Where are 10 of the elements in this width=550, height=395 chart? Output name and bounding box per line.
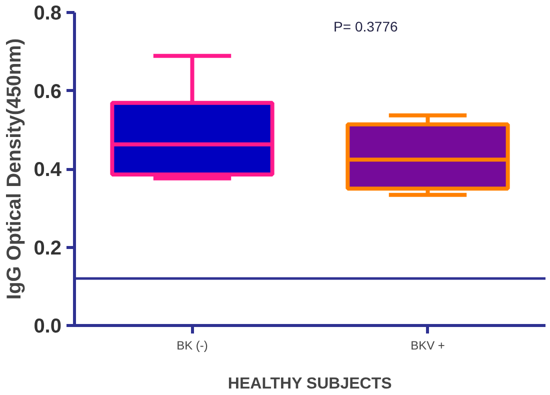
y-axis-title: IgG Optical Density(450nm) — [4, 38, 26, 300]
y-tick-label: 0.2 — [34, 237, 62, 260]
x-tick-label: BKV + — [410, 338, 445, 352]
x-axis-title: HEALTHY SUBJECTS — [228, 376, 392, 392]
x-tick-label: BK (-) — [176, 338, 208, 352]
y-tick-label: 0.0 — [34, 316, 62, 338]
y-tick-label: 0.4 — [34, 159, 62, 181]
annotation: P= 0.3776 — [334, 18, 398, 34]
y-tick-label: 0.6 — [34, 80, 62, 103]
y-tick-label: 0.8 — [34, 2, 62, 24]
